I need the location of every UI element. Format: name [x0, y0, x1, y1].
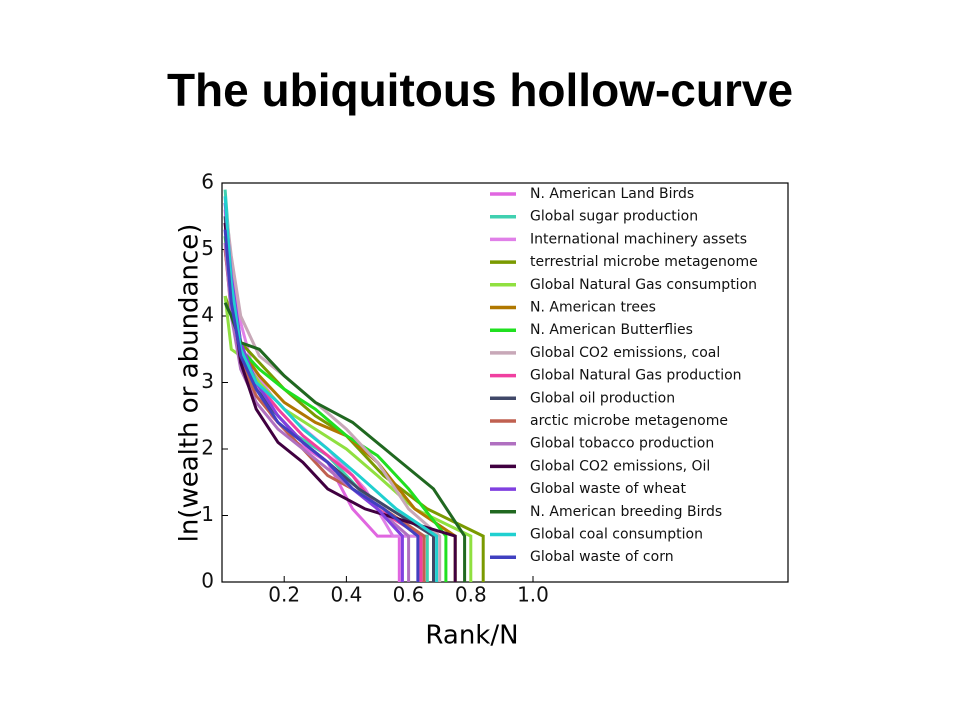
legend-label: Global Natural Gas consumption — [530, 277, 757, 293]
y-tick-label: 1 — [201, 502, 214, 526]
legend-label: N. American Land Birds — [530, 186, 694, 202]
y-tick-label: 4 — [201, 303, 214, 327]
legend-label: Global sugar production — [530, 209, 698, 225]
data-line — [223, 242, 411, 582]
legend-label: N. American breeding Birds — [530, 504, 722, 520]
data-line — [223, 229, 420, 582]
legend-label: Global CO2 emissions, coal — [530, 345, 720, 361]
legend-label: Global coal consumption — [530, 527, 703, 543]
y-tick-label: 0 — [201, 569, 214, 593]
legend-label: Global waste of corn — [530, 549, 674, 565]
slide-title: The ubiquitous hollow-curve — [167, 64, 793, 116]
legend-label: Global oil production — [530, 390, 675, 406]
x-tick-label: 0.4 — [330, 583, 362, 607]
y-tick-label: 3 — [201, 369, 214, 393]
legend-label: Global waste of wheat — [530, 481, 686, 497]
y-axis-label: ln(wealth or abundance) — [175, 224, 205, 543]
legend-label: Global Natural Gas production — [530, 368, 742, 384]
legend-label: Global tobacco production — [530, 436, 714, 452]
x-tick-label: 0.8 — [455, 583, 487, 607]
y-tick-label: 5 — [201, 236, 214, 260]
legend-label: N. American trees — [530, 300, 656, 316]
x-tick-label: 0.6 — [393, 583, 425, 607]
legend-label: arctic microbe metagenome — [530, 413, 728, 429]
legend-label: International machinery assets — [530, 231, 747, 247]
x-tick-label: 1.0 — [517, 583, 549, 607]
data-line — [223, 216, 435, 582]
legend-label: N. American Butterflies — [530, 322, 693, 338]
data-line — [223, 196, 439, 582]
y-tick-label: 6 — [201, 170, 214, 194]
legend-label: terrestrial microbe metagenome — [530, 254, 758, 270]
x-tick-label: 0.2 — [268, 583, 300, 607]
x-axis-label: Rank/N — [425, 621, 518, 651]
y-tick-label: 2 — [201, 436, 214, 460]
legend-label: Global CO2 emissions, Oil — [530, 458, 710, 474]
